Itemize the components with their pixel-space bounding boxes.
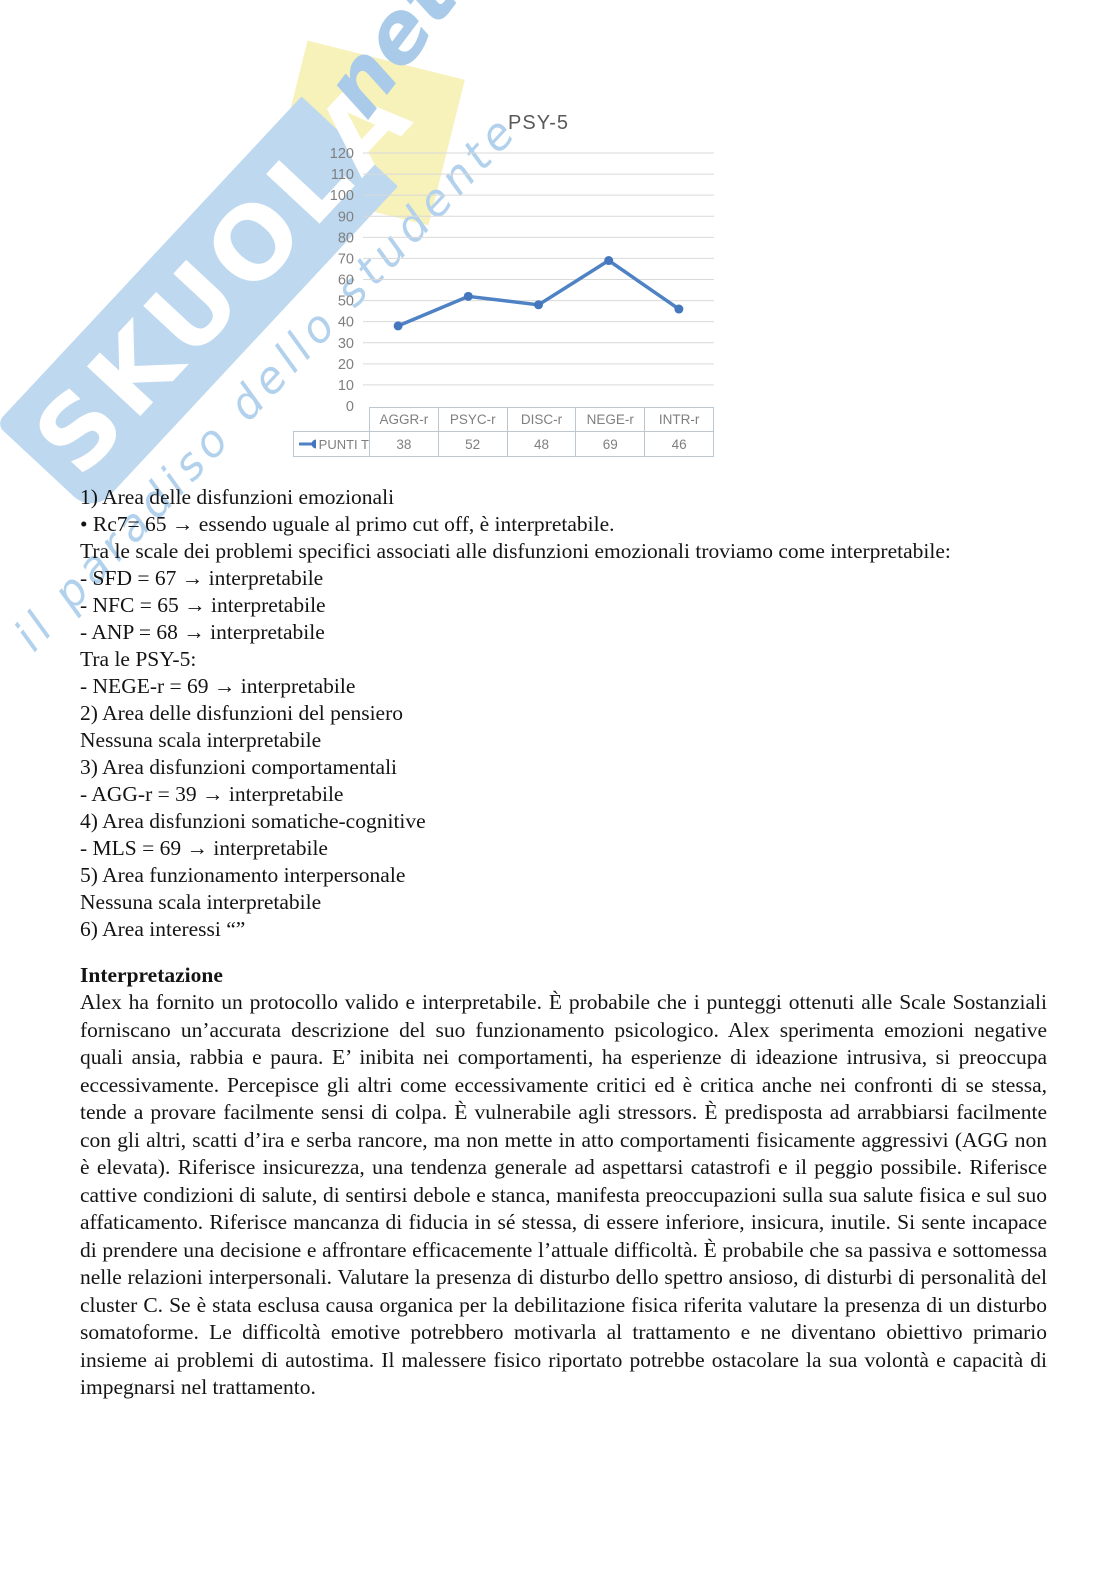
report-line: 6) Area interessi “” [80,917,246,941]
category-header-cell: INTR-r [645,407,714,432]
report-lines: 1) Area delle disfunzioni emozionali • Rc… [80,484,1047,943]
report-line: - SFD = 67 → interpretabile [80,566,324,590]
report-line: - NFC = 65 → interpretabile [80,593,326,617]
chart-data-table: AGGR-r PSYC-r DISC-r NEGE-r INTR-r PUNTI T 38 5… [293,407,714,457]
value-cell: 48 [507,432,577,457]
y-axis-tick-label: 90 [338,209,354,225]
report-line: Tra le scale dei problemi specifici asso… [80,539,951,563]
chart-title: PSY-5 [508,112,569,134]
y-axis-tick-label: 110 [331,167,354,183]
report-line: 1) Area delle disfunzioni emozionali [80,485,395,509]
y-axis-tick-label: 100 [330,188,354,204]
category-header-cell: AGGR-r [370,407,439,432]
y-axis-tick-label: 10 [338,378,354,394]
series-line [396,258,681,328]
report-line: Nessuna scala interpretabile [80,890,322,914]
y-axis-tick-label: 60 [338,273,354,289]
category-header-cell: DISC-r [507,407,577,432]
psy5-line-chart: PSY-5 0 10 20 30 40 50 60 70 80 90 100 110 120 AGGR-… [293,112,714,460]
report-line: - NEGE-r = 69 → interpretabile [80,674,356,698]
y-axis-tick-label: 120 [330,146,354,162]
category-header-cell: NEGE-r [576,407,646,432]
y-axis-tick-label: 80 [338,230,354,246]
y-axis-tick-label: 70 [338,251,354,267]
y-axis-tick-label: 50 [338,294,354,310]
report-line: Tra le PSY-5: [80,647,197,671]
report-line: 4) Area disfunzioni somatiche-cognitive [80,809,426,833]
y-axis-tick-label: 30 [338,336,354,352]
value-cell: 52 [438,432,508,457]
report-line: - ANP = 68 → interpretabile [80,620,325,644]
interpretation-heading: Interpretazione [80,963,223,987]
data-point-marker [674,304,684,314]
report-line: • Rc7= 65 → essendo uguale al primo cut … [80,512,615,536]
y-axis-tick-label: 40 [338,315,354,331]
report-line: 2) Area delle disfunzioni del pensiero [80,701,403,725]
report-line: 3) Area disfunzioni comportamentali [80,755,398,779]
legend-cell: PUNTI T [293,432,370,457]
value-cell: 69 [576,432,646,457]
report-line: - MLS = 69 → interpretabile [80,836,328,860]
category-header-cell: PSYC-r [438,407,508,432]
data-point-marker [534,300,543,310]
report-line: Nessuna scala interpretabile [80,728,322,752]
legend-series-label: PUNTI T [318,436,369,452]
value-cell: 46 [645,432,714,457]
data-point-marker [604,256,614,266]
y-axis-tick-label: 20 [338,357,354,373]
report-line: - AGG-r = 39 → interpretabile [80,782,344,806]
data-point-marker [463,291,473,301]
value-cell: 38 [370,432,439,457]
report-line: 5) Area funzionamento interpersonale [80,863,406,887]
data-point-marker [393,321,403,331]
report-text: 1) Area delle disfunzioni emozionali • Rc… [80,484,1047,1402]
table-corner-cell [293,407,370,432]
interpretation-paragraph: Alex ha fornito un protocollo valido e i… [80,990,1047,1399]
legend-line-marker-icon [299,439,316,449]
